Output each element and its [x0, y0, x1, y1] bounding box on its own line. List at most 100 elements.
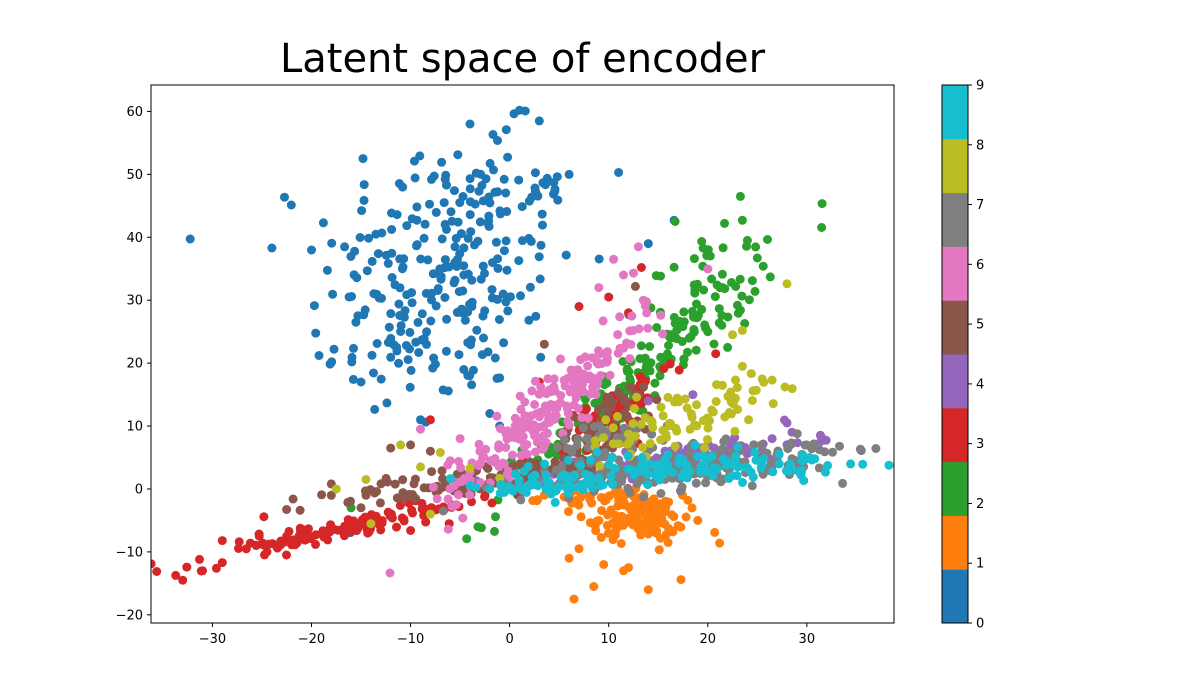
data-point — [625, 354, 635, 364]
data-point — [490, 454, 500, 463]
data-point — [536, 382, 546, 392]
data-point — [618, 495, 628, 505]
data-point — [663, 538, 673, 547]
data-point — [514, 256, 524, 266]
data-point — [856, 446, 866, 456]
data-point — [282, 550, 291, 560]
data-point — [437, 157, 447, 167]
data-point — [355, 233, 365, 242]
data-point — [574, 302, 584, 311]
data-point — [441, 346, 451, 356]
data-point — [737, 291, 747, 301]
data-point — [287, 540, 297, 550]
data-point — [524, 315, 534, 325]
colorbar: 0 1 2 3 4 5 6 7 8 9 — [941, 79, 984, 632]
data-point — [787, 438, 796, 448]
data-point — [182, 562, 192, 572]
data-point — [573, 434, 583, 444]
data-point — [371, 511, 381, 521]
data-point — [406, 365, 416, 375]
x-tick-label: −30 — [199, 632, 226, 647]
data-point — [459, 243, 469, 253]
data-point — [574, 544, 584, 554]
data-point — [636, 419, 646, 429]
data-point — [435, 448, 445, 457]
data-point — [616, 539, 626, 548]
x-tick-label: 20 — [699, 632, 716, 647]
data-point — [376, 374, 386, 384]
data-point — [282, 505, 292, 514]
data-point — [485, 484, 495, 494]
data-point — [564, 553, 574, 563]
data-point — [543, 403, 552, 413]
data-point — [472, 325, 482, 335]
data-point — [462, 534, 472, 544]
data-point — [449, 186, 459, 196]
data-point — [405, 382, 415, 392]
data-point — [591, 389, 601, 399]
data-point — [622, 412, 632, 422]
data-point — [392, 493, 402, 503]
data-point — [410, 173, 420, 183]
class-8-points — [331, 279, 797, 529]
data-point — [565, 444, 575, 454]
data-point — [716, 477, 726, 487]
data-point — [399, 312, 409, 322]
data-point — [501, 188, 511, 198]
data-point — [523, 462, 533, 471]
data-point — [370, 404, 380, 414]
data-point — [619, 393, 629, 403]
data-point — [737, 325, 747, 335]
data-point — [483, 347, 493, 357]
data-point — [326, 490, 336, 500]
data-point — [545, 417, 554, 427]
data-point — [714, 318, 724, 328]
data-point — [450, 258, 460, 267]
data-point — [638, 442, 648, 452]
y-tick-label: 30 — [126, 294, 143, 309]
data-point — [742, 235, 752, 245]
data-point — [623, 451, 633, 461]
data-point — [720, 218, 729, 228]
colorbar-segment-7 — [942, 192, 968, 247]
data-point — [493, 263, 503, 273]
data-point — [676, 522, 686, 532]
y-tick-label: 40 — [126, 231, 143, 246]
data-point — [735, 191, 745, 201]
data-point — [692, 400, 701, 410]
data-point — [700, 443, 709, 453]
data-point — [259, 512, 269, 522]
data-point — [425, 446, 435, 456]
data-point — [499, 246, 509, 256]
data-point — [359, 195, 369, 205]
colorbar-tick-label: 1 — [976, 557, 984, 572]
data-point — [394, 358, 404, 368]
data-point — [349, 270, 359, 280]
data-point — [171, 570, 181, 580]
data-point — [392, 346, 402, 356]
data-point — [750, 447, 760, 457]
data-point — [515, 459, 525, 468]
data-point — [463, 233, 473, 243]
data-point — [446, 207, 456, 217]
data-point — [767, 375, 777, 385]
data-point — [667, 510, 677, 520]
data-point — [594, 405, 603, 415]
data-point — [536, 240, 546, 250]
colorbar-segment-3 — [942, 407, 968, 463]
data-point — [495, 209, 505, 219]
data-point — [384, 322, 394, 332]
data-point — [646, 416, 656, 426]
data-point — [427, 467, 437, 477]
data-point — [703, 423, 713, 433]
data-point — [686, 452, 696, 461]
data-point — [656, 271, 665, 281]
data-point — [563, 455, 573, 465]
colorbar-tick-label: 8 — [976, 138, 984, 153]
data-point — [576, 355, 586, 365]
data-point — [490, 353, 500, 363]
colorbar-segment-2 — [942, 461, 968, 516]
data-point — [732, 383, 742, 392]
data-point — [527, 423, 537, 433]
